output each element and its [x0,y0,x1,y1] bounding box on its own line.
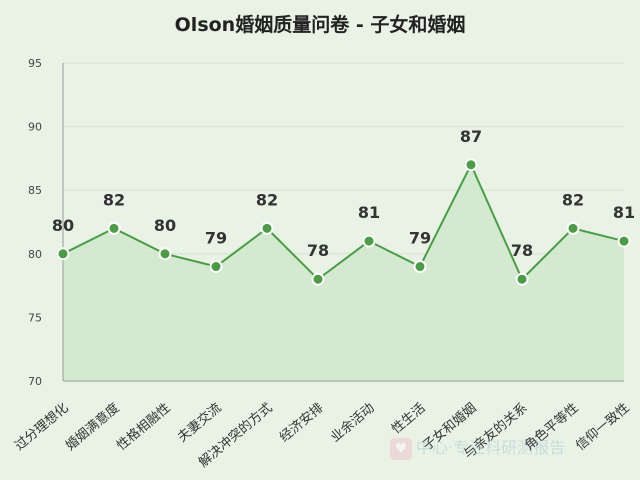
data-label: 82 [103,190,125,209]
x-tick-label: 经济安排 [277,401,326,446]
data-point [617,234,631,248]
data-point [311,272,325,286]
data-label: 80 [154,216,176,235]
x-tick-label: 信仰一致性 [573,401,632,454]
data-label: 79 [205,229,227,248]
data-point [464,158,478,172]
x-tick-label: 性格相融性 [113,400,173,454]
data-label: 79 [409,229,431,248]
area-fill [63,164,624,381]
data-label: 87 [460,127,482,146]
data-point [566,221,580,235]
watermark-text: 中心·专注科研测报告 [416,438,566,457]
x-tick-label: 婚姻满意度 [62,400,122,454]
y-tick-labels: 70 75 80 85 90 95 [28,57,42,388]
data-point [107,221,121,235]
data-label: 81 [358,203,380,222]
data-point [515,272,529,286]
series-line [62,162,625,281]
data-point [260,221,274,235]
x-tick-label: 性生活 [389,401,429,438]
data-labels: 80 82 80 79 82 78 81 79 87 78 82 81 [52,127,635,260]
y-tick-label: 70 [28,375,42,388]
x-tick-label: 业余活动 [327,400,377,446]
data-label: 82 [562,190,584,209]
watermark: ♥ 中心·专注科研测报告 [390,434,565,460]
y-tick-label: 95 [28,57,42,70]
chart-title: Olson婚姻质量问卷 - 子女和婚姻 [174,14,466,36]
data-label: 82 [256,190,278,209]
y-tick-label: 90 [28,121,42,134]
data-point [413,260,427,274]
data-point [362,234,376,248]
y-tick-label: 85 [28,184,42,197]
data-label: 78 [511,241,533,260]
x-tick-label: 夫妻交流 [174,400,224,446]
data-label: 78 [307,241,329,260]
y-tick-label: 75 [28,311,42,324]
x-tick-label: 过分理想化 [11,400,71,454]
data-label: 81 [613,203,635,222]
data-point [158,247,172,261]
y-tick-label: 80 [28,248,42,261]
data-label: 80 [52,216,74,235]
data-points [56,158,631,286]
data-point [209,260,223,274]
heart-icon: ♥ [390,437,412,460]
data-point [56,247,70,261]
